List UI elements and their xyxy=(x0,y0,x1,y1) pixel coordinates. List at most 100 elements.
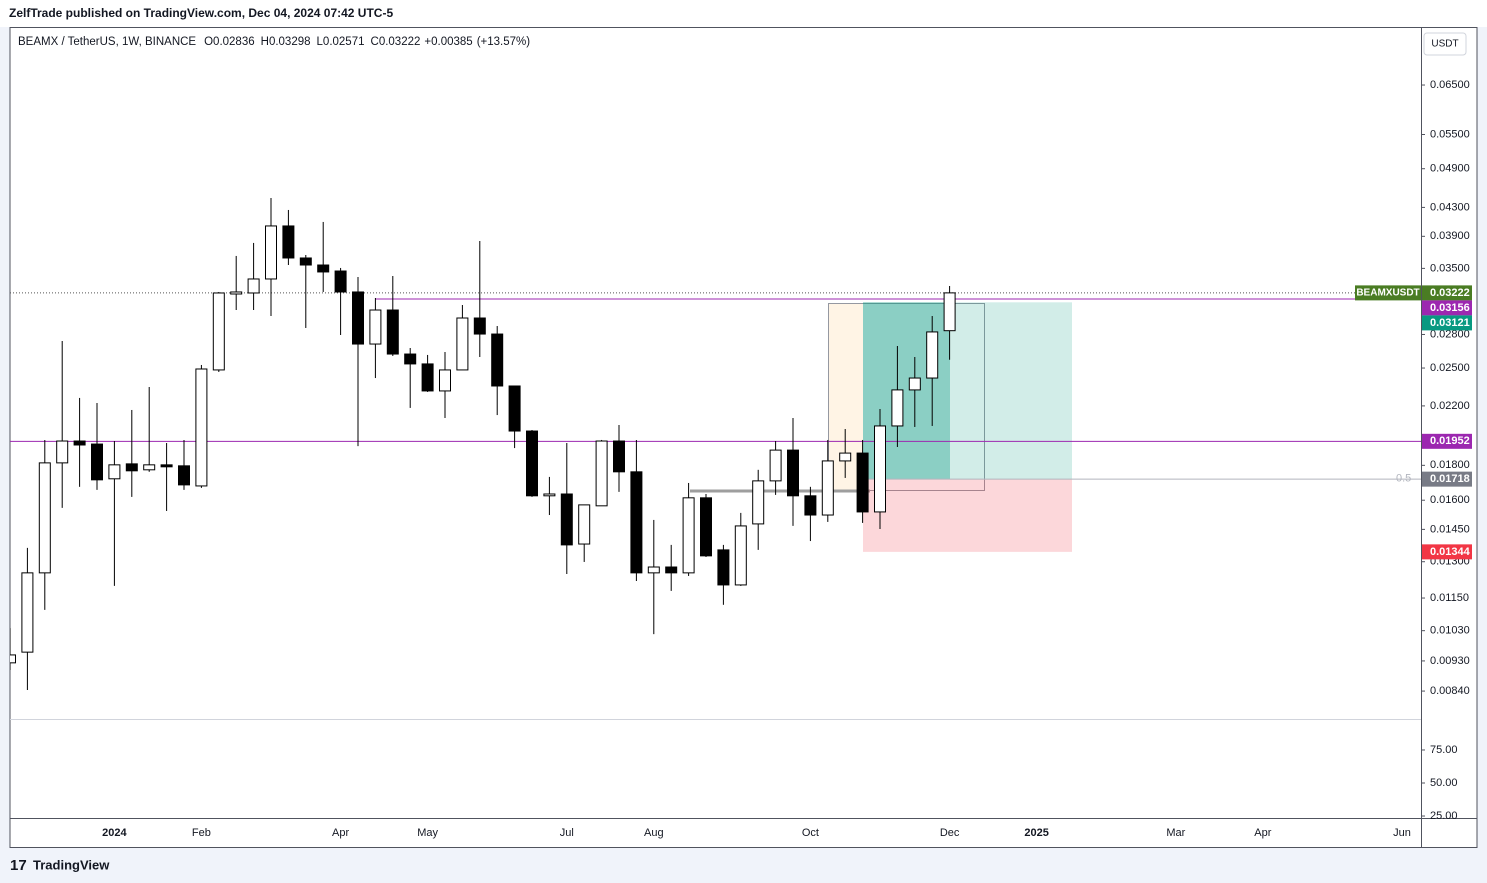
y-tick-label: 0.01600 xyxy=(1430,494,1470,506)
candle-body xyxy=(734,525,747,586)
candle-body xyxy=(665,566,678,574)
ohlc-value: 0.03222 xyxy=(379,36,421,48)
candle-body xyxy=(247,278,260,294)
candle-body xyxy=(839,452,852,462)
candle-body xyxy=(508,385,521,432)
y-tick-label: 0.02200 xyxy=(1430,400,1470,412)
ohlc-key: O xyxy=(204,36,213,48)
x-tick-label: May xyxy=(417,827,438,839)
y-tick-label: 0.02800 xyxy=(1430,328,1470,340)
y-tick-label: 0.01030 xyxy=(1430,625,1470,637)
currency-label: USDT xyxy=(1431,39,1458,50)
candle-body xyxy=(456,317,469,371)
currency-button[interactable] xyxy=(1423,32,1467,56)
candle-body xyxy=(752,480,765,525)
y-tick-label: 0.06500 xyxy=(1430,79,1470,91)
candle-body xyxy=(630,471,643,574)
candle-body xyxy=(352,291,364,345)
x-tick-label: Apr xyxy=(1254,827,1271,839)
price-badge-label: 0.01952 xyxy=(1430,435,1470,447)
candle-body xyxy=(334,270,347,293)
price-badge xyxy=(1422,300,1472,316)
candle-body xyxy=(230,291,243,295)
y-tick-label: 0.04900 xyxy=(1430,163,1470,175)
symbol: BEAMX / TetherUS, 1W, BINANCE xyxy=(18,36,196,48)
candle-body xyxy=(178,465,190,486)
price-badge xyxy=(1422,544,1472,560)
change: +0.00385 xyxy=(424,36,472,48)
ohlc-key: L xyxy=(317,36,324,48)
candle-body xyxy=(908,377,921,391)
ohlc-key: C xyxy=(371,36,379,48)
ohlc-value: 0.02571 xyxy=(323,36,365,48)
price-badge-label: 0.03121 xyxy=(1430,317,1470,329)
x-tick-label: 2025 xyxy=(1024,827,1048,839)
x-tick-label: Apr xyxy=(332,827,349,839)
candle-body xyxy=(543,493,556,497)
y-tick-label: 0.03500 xyxy=(1430,262,1470,274)
candle-body xyxy=(195,368,208,487)
symbol-badge-label: BEAMXUSDT xyxy=(1356,288,1419,299)
x-tick-label: 2024 xyxy=(102,827,127,839)
candle-body xyxy=(108,464,121,480)
ohlc-key: H xyxy=(261,36,269,48)
price-badge xyxy=(1422,471,1472,487)
ohlc-value: 0.02836 xyxy=(213,36,255,48)
candle-body xyxy=(926,331,939,379)
candle-body xyxy=(560,493,573,546)
candle-body xyxy=(143,464,156,471)
candle-body xyxy=(21,572,34,653)
candle-body xyxy=(578,504,591,545)
candle-body xyxy=(821,460,834,516)
x-tick-label: Dec xyxy=(940,827,960,839)
published-note: ZelfTrade published on TradingView.com, … xyxy=(9,6,393,20)
price-badge xyxy=(1422,285,1472,301)
candle-body xyxy=(73,440,86,446)
top-bar xyxy=(0,0,1487,27)
price-badge xyxy=(1422,315,1472,331)
y-tick-label: 0.02500 xyxy=(1430,362,1470,374)
price-badge-label: 0.01344 xyxy=(1430,546,1471,558)
symbol-badge xyxy=(1355,285,1421,301)
brand-logo: 17 xyxy=(10,857,27,874)
plot-area xyxy=(10,197,1421,691)
candle-body xyxy=(682,497,695,574)
candle-body xyxy=(526,430,538,497)
y-tick-label: 0.01800 xyxy=(1430,459,1470,471)
indicator-tick-label: 25.00 xyxy=(1430,810,1458,822)
y-tick-label: 0.00930 xyxy=(1430,655,1470,667)
candle-body xyxy=(473,317,486,335)
candle-body xyxy=(38,462,51,574)
candle-body xyxy=(647,566,660,574)
candle-body xyxy=(943,292,956,332)
candle-body xyxy=(10,654,16,664)
y-tick-label: 0.04300 xyxy=(1430,201,1470,213)
stop-zone xyxy=(863,479,1072,552)
candle-body xyxy=(874,425,886,513)
fib-label: 0.5 xyxy=(1396,473,1411,485)
range-outline xyxy=(828,303,985,491)
candle-body xyxy=(265,225,277,280)
x-tick-label: Mar xyxy=(1166,827,1185,839)
candle-body xyxy=(404,353,417,365)
chart-frame xyxy=(9,27,1478,848)
indicator-tick-label: 75.00 xyxy=(1430,744,1458,756)
candle-body xyxy=(421,363,434,392)
candle-body xyxy=(595,440,608,507)
price-badge xyxy=(1422,433,1472,449)
x-tick-label: Jul xyxy=(560,827,574,839)
candle-body xyxy=(856,452,869,513)
candle-body xyxy=(787,449,799,497)
y-tick-label: 0.05500 xyxy=(1430,128,1470,140)
ohlc-value: 0.03298 xyxy=(269,36,311,48)
candle-body xyxy=(299,257,312,266)
candle-body xyxy=(125,463,138,472)
indicator-tick-label: 50.00 xyxy=(1430,777,1458,789)
candle-body xyxy=(491,333,504,387)
price-badge-label: 0.03222 xyxy=(1430,287,1470,299)
candle-body xyxy=(160,464,173,468)
candle-body xyxy=(386,309,399,355)
candle-body xyxy=(56,440,69,464)
legend: BEAMX / TetherUS, 1W, BINANCE O0.02836 H0.… xyxy=(18,36,530,48)
